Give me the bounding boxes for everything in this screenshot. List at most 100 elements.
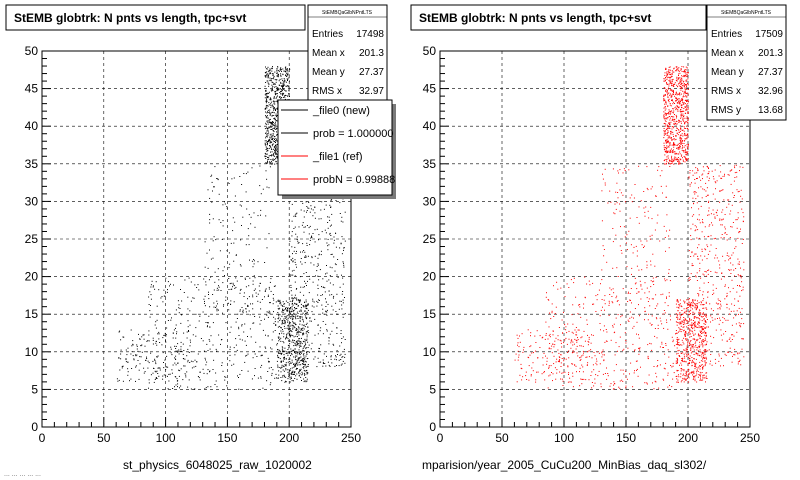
grid — [42, 51, 351, 427]
scatter-point — [165, 277, 167, 279]
scatter-point — [254, 375, 255, 377]
scatter-point — [682, 129, 684, 131]
scatter-point — [237, 313, 239, 315]
scatter-point — [322, 333, 324, 335]
scatter-point — [688, 177, 690, 179]
scatter-point — [280, 91, 282, 92]
scatter-point — [244, 361, 246, 363]
scatter-point — [304, 262, 306, 264]
scatter-point — [177, 362, 179, 364]
scatter-point — [558, 356, 560, 358]
scatter-point — [592, 334, 594, 336]
scatter-point — [284, 364, 286, 366]
scatter-point — [135, 366, 137, 368]
scatter-point — [341, 338, 343, 339]
scatter-point — [291, 319, 293, 321]
scatter-point — [267, 120, 269, 122]
scatter-point — [677, 343, 679, 345]
scatter-point — [682, 110, 684, 112]
scatter-point — [278, 74, 279, 75]
scatter-point — [729, 258, 731, 260]
scatter-point — [618, 386, 620, 388]
scatter-point — [687, 134, 688, 136]
scatter-point — [341, 308, 343, 310]
scatter-point — [249, 314, 251, 316]
scatter-point — [666, 140, 668, 142]
scatter-point — [212, 322, 214, 324]
scatter-point — [673, 163, 675, 165]
scatter-point — [207, 369, 209, 371]
scatter-point — [684, 91, 686, 93]
scatter-point — [279, 301, 281, 303]
scatter-point — [696, 172, 698, 174]
scatter-point — [678, 119, 680, 121]
scatter-point — [695, 316, 697, 318]
scatter-point — [666, 135, 668, 136]
scatter-point — [667, 96, 669, 98]
scatter-point — [671, 79, 673, 81]
scatter-point — [335, 356, 337, 358]
scatter-point — [739, 359, 741, 361]
scatter-point — [271, 68, 273, 70]
scatter-point — [644, 382, 646, 384]
scatter-point — [270, 112, 272, 114]
scatter-point — [213, 289, 215, 291]
scatter-point — [225, 299, 227, 301]
scatter-point — [670, 151, 672, 153]
scatter-point — [212, 190, 213, 192]
scatter-point — [566, 343, 568, 345]
scatter-point — [268, 139, 270, 141]
scatter-point — [285, 75, 287, 77]
scatter-point — [342, 336, 344, 338]
scatter-point — [680, 325, 682, 327]
scatter-point — [118, 379, 120, 381]
scatter-point — [679, 364, 680, 366]
scatter-point — [545, 296, 547, 298]
scatter-point — [220, 343, 221, 345]
scatter-point — [132, 344, 134, 346]
scatter-point — [287, 308, 288, 309]
scatter-point — [693, 358, 695, 360]
scatter-point — [685, 89, 687, 90]
scatter-point — [217, 178, 219, 180]
scatter-point — [239, 176, 241, 177]
scatter-point — [287, 86, 289, 88]
scatter-point — [637, 291, 639, 293]
scatter-point — [307, 304, 309, 306]
scatter-point — [188, 330, 189, 331]
scatter-point — [619, 380, 621, 382]
scatter-point — [266, 95, 268, 97]
scatter-point — [325, 310, 327, 312]
scatter-point — [302, 243, 304, 245]
scatter-point — [680, 143, 682, 145]
scatter-point — [703, 356, 705, 358]
scatter-point — [276, 115, 278, 116]
scatter-point — [307, 207, 309, 209]
scatter-point — [671, 90, 673, 92]
scatter-point — [178, 351, 180, 353]
scatter-point — [627, 319, 629, 321]
scatter-point — [150, 374, 152, 376]
scatter-point — [741, 308, 743, 310]
scatter-point — [299, 338, 301, 340]
scatter-point — [233, 260, 235, 262]
scatter-point — [678, 93, 680, 95]
scatter-point — [676, 324, 678, 326]
scatter-point — [277, 89, 279, 91]
scatter-point — [265, 162, 267, 164]
scatter-point — [689, 333, 691, 335]
scatter-point — [561, 372, 563, 374]
scatter-point — [586, 283, 588, 285]
scatter-point — [684, 132, 685, 134]
scatter-point — [668, 112, 670, 114]
scatter-point — [655, 372, 657, 374]
scatter-point — [292, 302, 293, 304]
scatter-point — [716, 272, 718, 274]
scatter-point — [697, 338, 699, 340]
scatter-point — [279, 303, 281, 305]
scatter-point — [672, 73, 673, 75]
scatter-point — [722, 316, 724, 318]
scatter-point — [241, 324, 243, 326]
scatter-point — [253, 260, 255, 262]
scatter-point — [666, 139, 668, 140]
